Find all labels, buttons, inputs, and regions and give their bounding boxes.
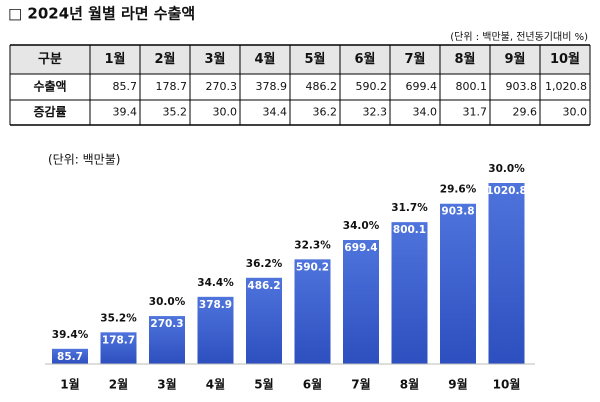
growth-label: 35.2%: [100, 312, 137, 324]
bar: [100, 332, 137, 364]
growth-label: 34.4%: [197, 277, 234, 289]
table-header-cell: 8월: [454, 51, 475, 67]
table-cell: 699.4: [406, 80, 438, 93]
table-cell: 30.0: [213, 106, 238, 119]
x-tick-label: 7월: [351, 377, 370, 392]
x-tick-label: 6월: [303, 377, 322, 392]
bar: [197, 296, 234, 364]
x-tick-label: 8월: [400, 377, 419, 392]
growth-label: 39.4%: [52, 329, 89, 341]
table-cell: 29.6: [513, 106, 538, 119]
page-title: □ 2024년 월별 라면 수출액: [8, 5, 195, 23]
table-cell: 903.8: [506, 80, 538, 93]
table-header-cell: 구분: [38, 52, 62, 67]
bar: [246, 277, 282, 364]
table-header-cell: 1월: [104, 51, 125, 67]
table-header-cell: 10월: [550, 51, 580, 67]
bar-value-label: 178.7: [102, 334, 135, 346]
table-cell: 수출액: [33, 79, 66, 94]
bar: [391, 222, 428, 364]
growth-label: 36.2%: [246, 258, 283, 270]
bar-value-label: 270.3: [150, 318, 183, 330]
table-cell: 800.1: [456, 80, 488, 93]
x-tick-label: 10월: [493, 377, 521, 392]
bar-value-label: 699.4: [344, 242, 377, 254]
growth-label: 32.3%: [294, 239, 331, 251]
growth-label: 30.0%: [149, 296, 186, 308]
table-cell: 31.7: [463, 106, 488, 119]
bar: [52, 348, 88, 364]
x-tick-label: 5월: [254, 377, 273, 392]
table-cell: 1,020.8: [545, 80, 587, 93]
bar: [149, 316, 185, 364]
table-cell: 590.2: [356, 80, 388, 93]
table-header-cell: 3월: [204, 51, 225, 67]
bar: [488, 183, 525, 364]
x-tick-label: 1월: [60, 377, 79, 392]
table-header-bg: [10, 45, 590, 74]
table-header-cell: 7월: [404, 51, 425, 67]
bar-value-label: 590.2: [296, 261, 329, 273]
table-cell: 증감률: [33, 104, 66, 119]
chart-subtitle: (단위: 백만불): [48, 153, 120, 167]
table-header-cell: 4월: [254, 51, 275, 67]
bar: [440, 203, 476, 364]
growth-label: 29.6%: [440, 184, 477, 196]
table-cell: 486.2: [306, 80, 338, 93]
table-cell: 178.7: [156, 80, 188, 93]
bar-value-label: 85.7: [57, 351, 83, 363]
bar-value-label: 1020.8: [486, 185, 527, 197]
growth-label: 31.7%: [391, 202, 428, 214]
table-cell: 32.3: [363, 106, 388, 119]
bar: [294, 259, 331, 364]
table-header-cell: 5월: [304, 51, 325, 67]
x-tick-label: 9월: [448, 377, 467, 392]
table-cell: 378.9: [256, 80, 288, 93]
table-cell: 270.3: [206, 80, 238, 93]
table-cell: 30.0: [563, 106, 588, 119]
table-header-cell: 2월: [154, 51, 175, 67]
x-tick-label: 3월: [157, 377, 176, 392]
table-cell: 34.0: [413, 106, 438, 119]
chart: 85.7 39.4% 1월 178.7 35.2% 2월 270.3 30.0% 3월 378.9…: [45, 163, 535, 392]
table-cell: 36.2: [313, 106, 338, 119]
growth-label: 30.0%: [488, 163, 525, 175]
table-header-cell: 9월: [504, 51, 525, 67]
bar-value-label: 800.1: [393, 224, 426, 236]
bar-value-label: 903.8: [441, 206, 474, 218]
table-cell: 35.2: [163, 106, 188, 119]
x-tick-label: 4월: [206, 377, 225, 392]
unit-note: (단위 : 백만불, 전년동기대비 %): [450, 30, 588, 43]
bar: [343, 239, 379, 364]
bar-value-label: 378.9: [199, 299, 232, 311]
table-header-cell: 6월: [354, 51, 375, 67]
table-cell: 85.7: [113, 80, 138, 93]
table-cell: 39.4: [113, 106, 138, 119]
growth-label: 34.0%: [343, 220, 380, 232]
x-tick-label: 2월: [109, 377, 128, 392]
bar-value-label: 486.2: [247, 280, 280, 292]
table-cell: 34.4: [263, 106, 288, 119]
